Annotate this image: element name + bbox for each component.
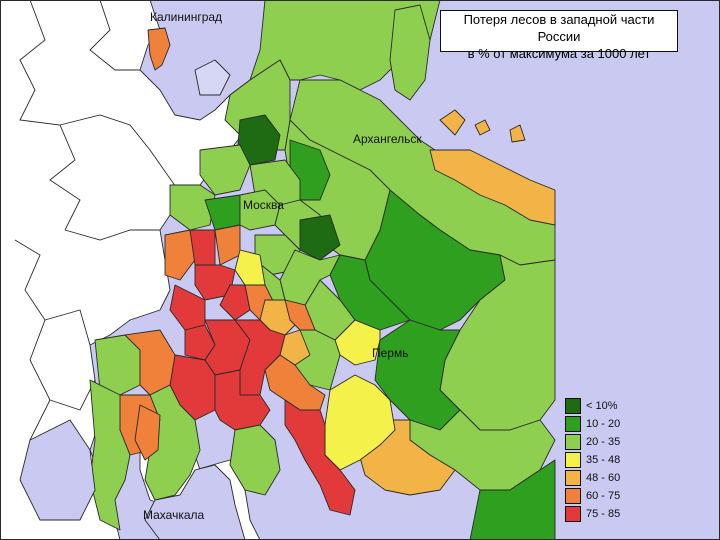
city-label-makhachkala: Махачкала — [143, 508, 205, 522]
legend-swatch — [565, 398, 581, 414]
legend-swatch — [565, 488, 581, 504]
city-label-arkhangelsk: Архангельск — [353, 132, 422, 146]
region-lipetsk — [219, 284, 251, 321]
city-label-moscow: Москва — [243, 198, 284, 212]
map-title-line2: в % от максимума за 1000 лет — [467, 46, 651, 61]
region-kaliningrad — [147, 27, 171, 71]
legend-item: 10 - 20 — [565, 415, 635, 433]
region-urals-green — [374, 319, 461, 431]
legend-label: 48 - 60 — [586, 472, 621, 484]
region-pskov — [199, 144, 251, 196]
map-legend: < 10% 10 - 20 20 - 35 35 - 48 48 - 60 60… — [565, 397, 635, 523]
legend-item: 48 - 60 — [565, 469, 635, 487]
legend-swatch — [565, 470, 581, 486]
legend-label: 60 - 75 — [586, 490, 621, 502]
caspian-sea — [144, 464, 246, 540]
legend-item: < 10% — [565, 397, 635, 415]
city-label-kaliningrad: Калининград — [150, 10, 223, 24]
map-title: Потеря лесов в западной части России в %… — [440, 10, 678, 61]
region-caucasus-orange — [134, 404, 161, 461]
region-astrakhan — [284, 399, 356, 516]
legend-label: 75 - 85 — [586, 508, 621, 520]
region-kirov — [329, 254, 411, 331]
legend-item: 35 - 48 — [565, 451, 635, 469]
legend-swatch — [565, 506, 581, 522]
region-bryansk — [164, 229, 196, 281]
island-yellow-2 — [474, 119, 491, 136]
legend-item: 60 - 75 — [565, 487, 635, 505]
island-yellow-3 — [509, 124, 526, 143]
lake-ladoga — [194, 59, 231, 96]
city-label-perm: Пермь — [372, 346, 409, 360]
legend-swatch — [565, 452, 581, 468]
island-yellow-1 — [439, 109, 466, 136]
region-kostroma — [299, 214, 341, 261]
region-kalmykia — [229, 424, 281, 496]
region-mordovia — [284, 299, 316, 331]
legend-swatch — [565, 416, 581, 432]
legend-label: 35 - 48 — [586, 454, 621, 466]
legend-label: 20 - 35 — [586, 436, 621, 448]
region-kola — [389, 4, 431, 101]
legend-label: < 10% — [586, 400, 618, 412]
region-nenets — [429, 149, 556, 226]
region-se-green — [469, 459, 556, 540]
legend-item: 75 - 85 — [565, 505, 635, 523]
region-volgograd — [214, 369, 271, 431]
map-title-line1: Потеря лесов в западной части России — [463, 12, 655, 44]
legend-label: 10 - 20 — [586, 418, 621, 430]
black-sea — [19, 419, 96, 521]
legend-item: 20 - 35 — [565, 433, 635, 451]
legend-swatch — [565, 434, 581, 450]
region-smolensk — [169, 184, 216, 231]
